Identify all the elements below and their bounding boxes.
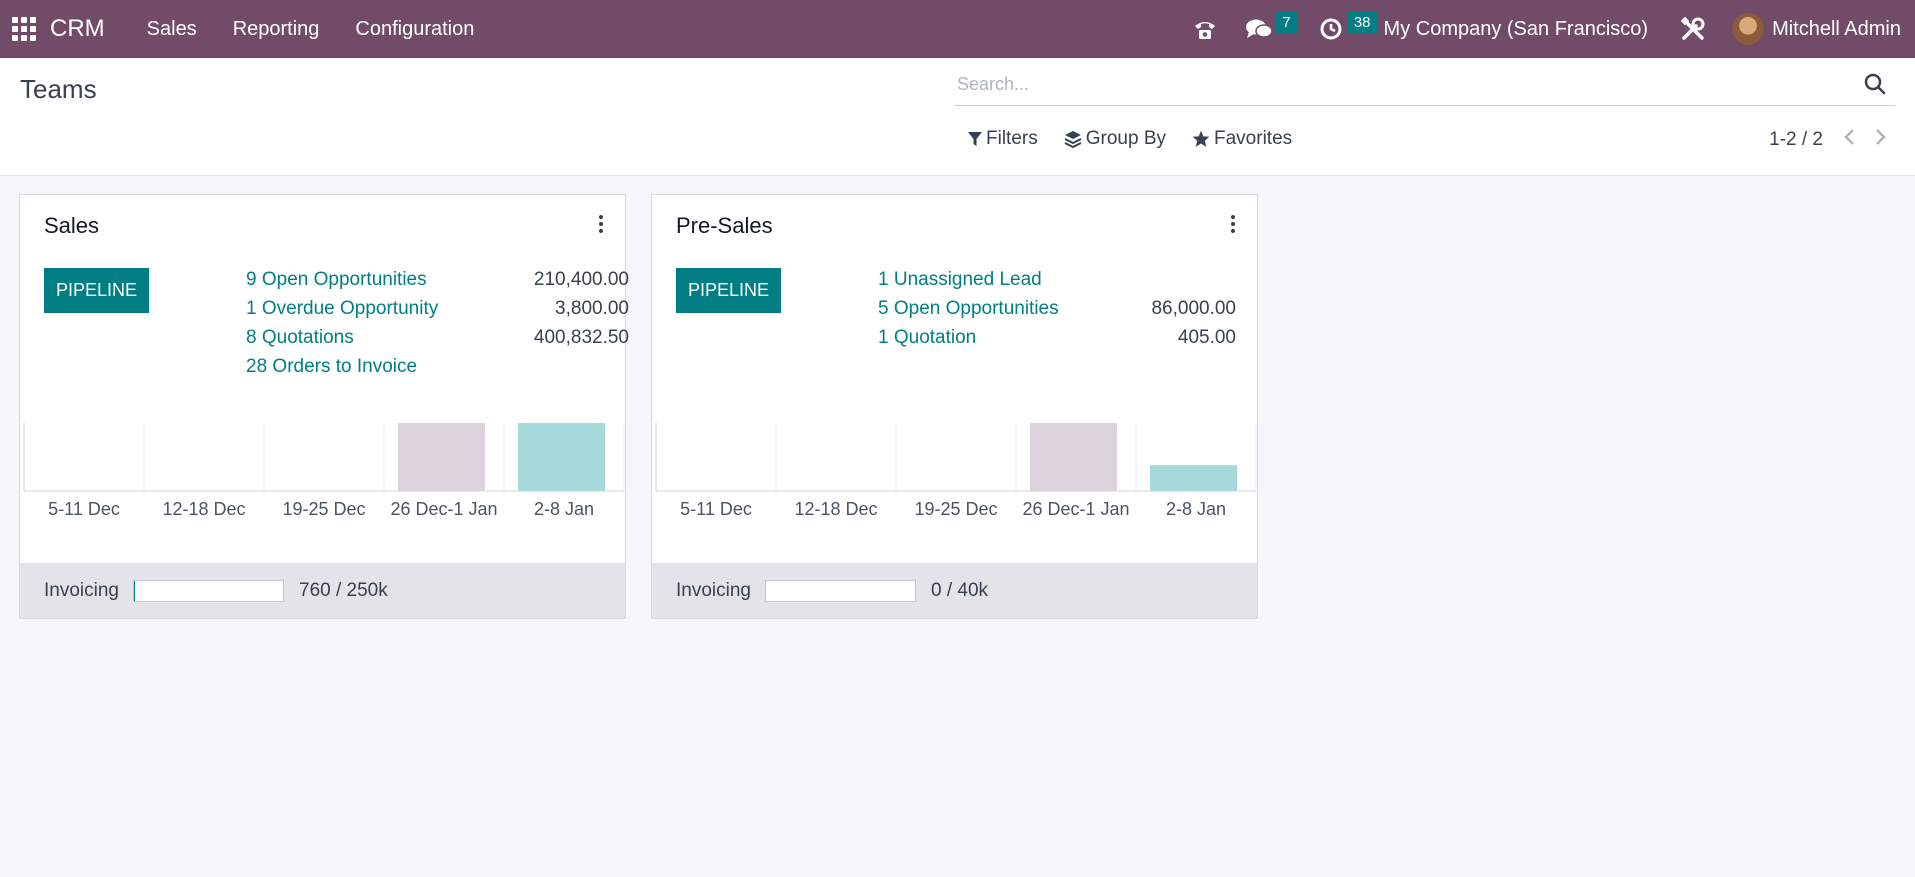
team-card-pre-sales[interactable]: Pre-Sales PIPELINE 1 Unassigned Lead 5 O… <box>651 194 1258 619</box>
messages-count-badge: 7 <box>1275 12 1298 33</box>
team-title: Pre-Sales <box>676 213 773 238</box>
star-icon <box>1192 130 1210 147</box>
stat-value: 3,800.00 <box>555 298 629 319</box>
company-switcher[interactable]: My Company (San Francisco) <box>1383 17 1649 40</box>
card-footer: Invoicing 760 / 250k <box>20 563 625 618</box>
x-tick-label: 2-8 Jan <box>533 499 595 519</box>
favorites-label: Favorites <box>1214 128 1293 149</box>
stat-value: 405.00 <box>1177 327 1236 348</box>
filters-label: Filters <box>986 128 1038 149</box>
stat-value: 86,000.00 <box>1151 298 1236 319</box>
pipeline-button[interactable]: PIPELINE <box>44 268 149 313</box>
filter-icon <box>968 132 982 146</box>
stat-link[interactable]: 1 Unassigned Lead <box>878 269 1042 290</box>
pager: 1-2 / 2 <box>1769 128 1887 152</box>
stat-link[interactable]: 1 Overdue Opportunity <box>246 298 439 319</box>
chart-bar[interactable] <box>518 423 605 491</box>
chevron-left-icon[interactable] <box>1843 128 1855 152</box>
pipeline-bar-chart[interactable] <box>652 423 1259 513</box>
x-tick-label: 5-11 Dec <box>680 499 752 519</box>
chart-x-labels: 5-11 Dec 12-18 Dec 19-25 Dec 26 Dec-1 Ja… <box>656 499 1256 520</box>
chevron-right-icon[interactable] <box>1875 128 1887 152</box>
control-panel: Teams Filters Group By Favorites 1-2 / 2 <box>0 58 1915 176</box>
navbar-right: 7 38 My Company (San Francisco) Mitchell… <box>1188 0 1915 58</box>
invoicing-value: 760 / 250k <box>299 579 388 601</box>
invoicing-label: Invoicing <box>676 579 751 601</box>
user-menu[interactable]: Mitchell Admin <box>1772 17 1901 40</box>
user-avatar[interactable] <box>1732 13 1765 45</box>
invoicing-value: 0 / 40k <box>931 579 989 601</box>
layers-icon <box>1064 131 1082 148</box>
chart-bar[interactable] <box>1030 423 1117 491</box>
x-tick-label: 26 Dec-1 Jan <box>1022 499 1130 519</box>
stat-row: 9 Open Opportunities 210,400.00 <box>246 269 629 298</box>
stat-row: 5 Open Opportunities 86,000.00 <box>878 298 1236 327</box>
x-tick-label: 12-18 Dec <box>794 499 878 519</box>
invoicing-progress-bar[interactable] <box>133 579 284 602</box>
team-stats: 9 Open Opportunities 210,400.00 1 Overdu… <box>246 269 629 385</box>
stat-link[interactable]: 9 Open Opportunities <box>246 269 427 290</box>
search-icon[interactable] <box>1863 72 1889 98</box>
x-tick-label: 19-25 Dec <box>914 499 998 519</box>
menu-reporting[interactable]: Reporting <box>232 17 320 40</box>
tools-icon[interactable] <box>1676 12 1710 46</box>
stat-row: 8 Quotations 400,832.50 <box>246 327 629 356</box>
chat-icon[interactable]: 7 <box>1242 12 1298 46</box>
stat-value: 400,832.50 <box>533 327 629 348</box>
activities-count-badge: 38 <box>1346 12 1378 33</box>
stat-value: 210,400.00 <box>533 269 629 290</box>
search-input[interactable] <box>955 66 1835 102</box>
x-tick-label: 26 Dec-1 Jan <box>390 499 498 519</box>
stat-link[interactable]: 8 Quotations <box>246 327 354 348</box>
x-tick-label: 19-25 Dec <box>282 499 366 519</box>
pager-value[interactable]: 1-2 / 2 <box>1769 129 1823 150</box>
stat-link[interactable]: 28 Orders to Invoice <box>246 356 418 377</box>
group-by-button[interactable]: Group By <box>1064 128 1166 150</box>
chart-x-labels: 5-11 Dec 12-18 Dec 19-25 Dec 26 Dec-1 Ja… <box>24 499 624 520</box>
menu-configuration[interactable]: Configuration <box>355 17 475 40</box>
pipeline-bar-chart[interactable] <box>20 423 627 513</box>
app-brand[interactable]: CRM <box>50 15 105 42</box>
group-by-label: Group By <box>1085 128 1166 149</box>
kebab-menu-icon[interactable] <box>597 213 605 235</box>
chart-bar[interactable] <box>1150 465 1237 491</box>
team-title: Sales <box>44 213 100 238</box>
top-navbar: CRM Sales Reporting Configuration 7 38 M… <box>0 0 1915 58</box>
invoicing-label: Invoicing <box>44 579 119 601</box>
team-stats: 1 Unassigned Lead 5 Open Opportunities 8… <box>878 269 1236 356</box>
stat-row: 28 Orders to Invoice <box>246 356 629 385</box>
favorites-button[interactable]: Favorites <box>1192 128 1292 150</box>
pipeline-button[interactable]: PIPELINE <box>676 268 781 313</box>
team-card-sales[interactable]: Sales PIPELINE 9 Open Opportunities 210,… <box>19 194 629 619</box>
stat-link[interactable]: 5 Open Opportunities <box>878 298 1059 319</box>
x-tick-label: 12-18 Dec <box>162 499 246 519</box>
phone-icon[interactable] <box>1188 12 1222 46</box>
stat-row: 1 Unassigned Lead <box>878 269 1236 298</box>
kebab-menu-icon[interactable] <box>1229 213 1237 235</box>
page-title: Teams <box>20 74 97 104</box>
stat-link[interactable]: 1 Quotation <box>878 327 977 348</box>
menu-sales[interactable]: Sales <box>146 17 197 40</box>
filters-button[interactable]: Filters <box>968 128 1038 150</box>
search-bar <box>955 66 1895 106</box>
x-tick-label: 2-8 Jan <box>1165 499 1227 519</box>
clock-icon[interactable]: 38 <box>1314 12 1378 46</box>
chart-bar[interactable] <box>398 423 485 491</box>
stat-row: 1 Overdue Opportunity 3,800.00 <box>246 298 629 327</box>
invoicing-progress-bar[interactable] <box>765 579 916 602</box>
stat-row: 1 Quotation 405.00 <box>878 327 1236 356</box>
apps-grid-icon[interactable] <box>12 17 36 41</box>
card-footer: Invoicing 0 / 40k <box>652 563 1257 618</box>
x-tick-label: 5-11 Dec <box>48 499 120 519</box>
search-options: Filters Group By Favorites <box>968 128 1318 150</box>
